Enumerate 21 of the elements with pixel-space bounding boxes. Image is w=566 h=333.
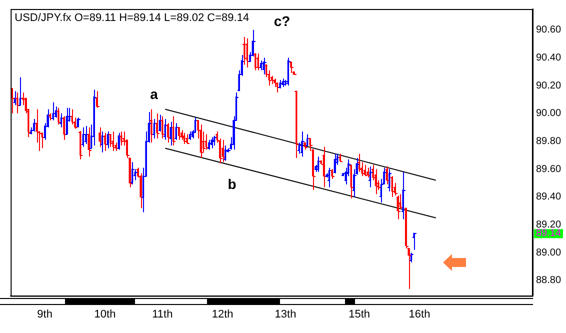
- annotation: c?: [274, 12, 290, 29]
- x-tick-label: 13th: [274, 308, 296, 320]
- y-tick-label: 90.60: [536, 24, 562, 36]
- x-tick-label: 15th: [348, 308, 370, 320]
- y-tick-label: 89.80: [536, 136, 562, 148]
- y-tick-label: 90.20: [536, 80, 562, 92]
- x-tick-label: 16th: [408, 308, 430, 320]
- x-tick-label: 9th: [37, 308, 52, 320]
- y-tick-label: 89.40: [536, 192, 562, 203]
- y-tick-label: 90.40: [536, 52, 562, 64]
- x-tick-label: 12th: [212, 308, 234, 320]
- y-tick-label: 88.80: [536, 275, 562, 286]
- x-tick-label: 10th: [94, 308, 116, 320]
- y-tick-label: 90.00: [536, 108, 562, 120]
- annotation: a: [150, 86, 158, 102]
- annotation: b: [228, 176, 236, 192]
- x-tick-label: 11th: [152, 308, 173, 320]
- chart-title: USD/JPY.fx O=89.11 H=89.14 L=89.02 C=89.14: [14, 12, 250, 24]
- y-tick-label: 89.00: [536, 247, 562, 258]
- annotation: 89.14: [536, 228, 562, 239]
- y-tick-label: 89.60: [536, 164, 562, 175]
